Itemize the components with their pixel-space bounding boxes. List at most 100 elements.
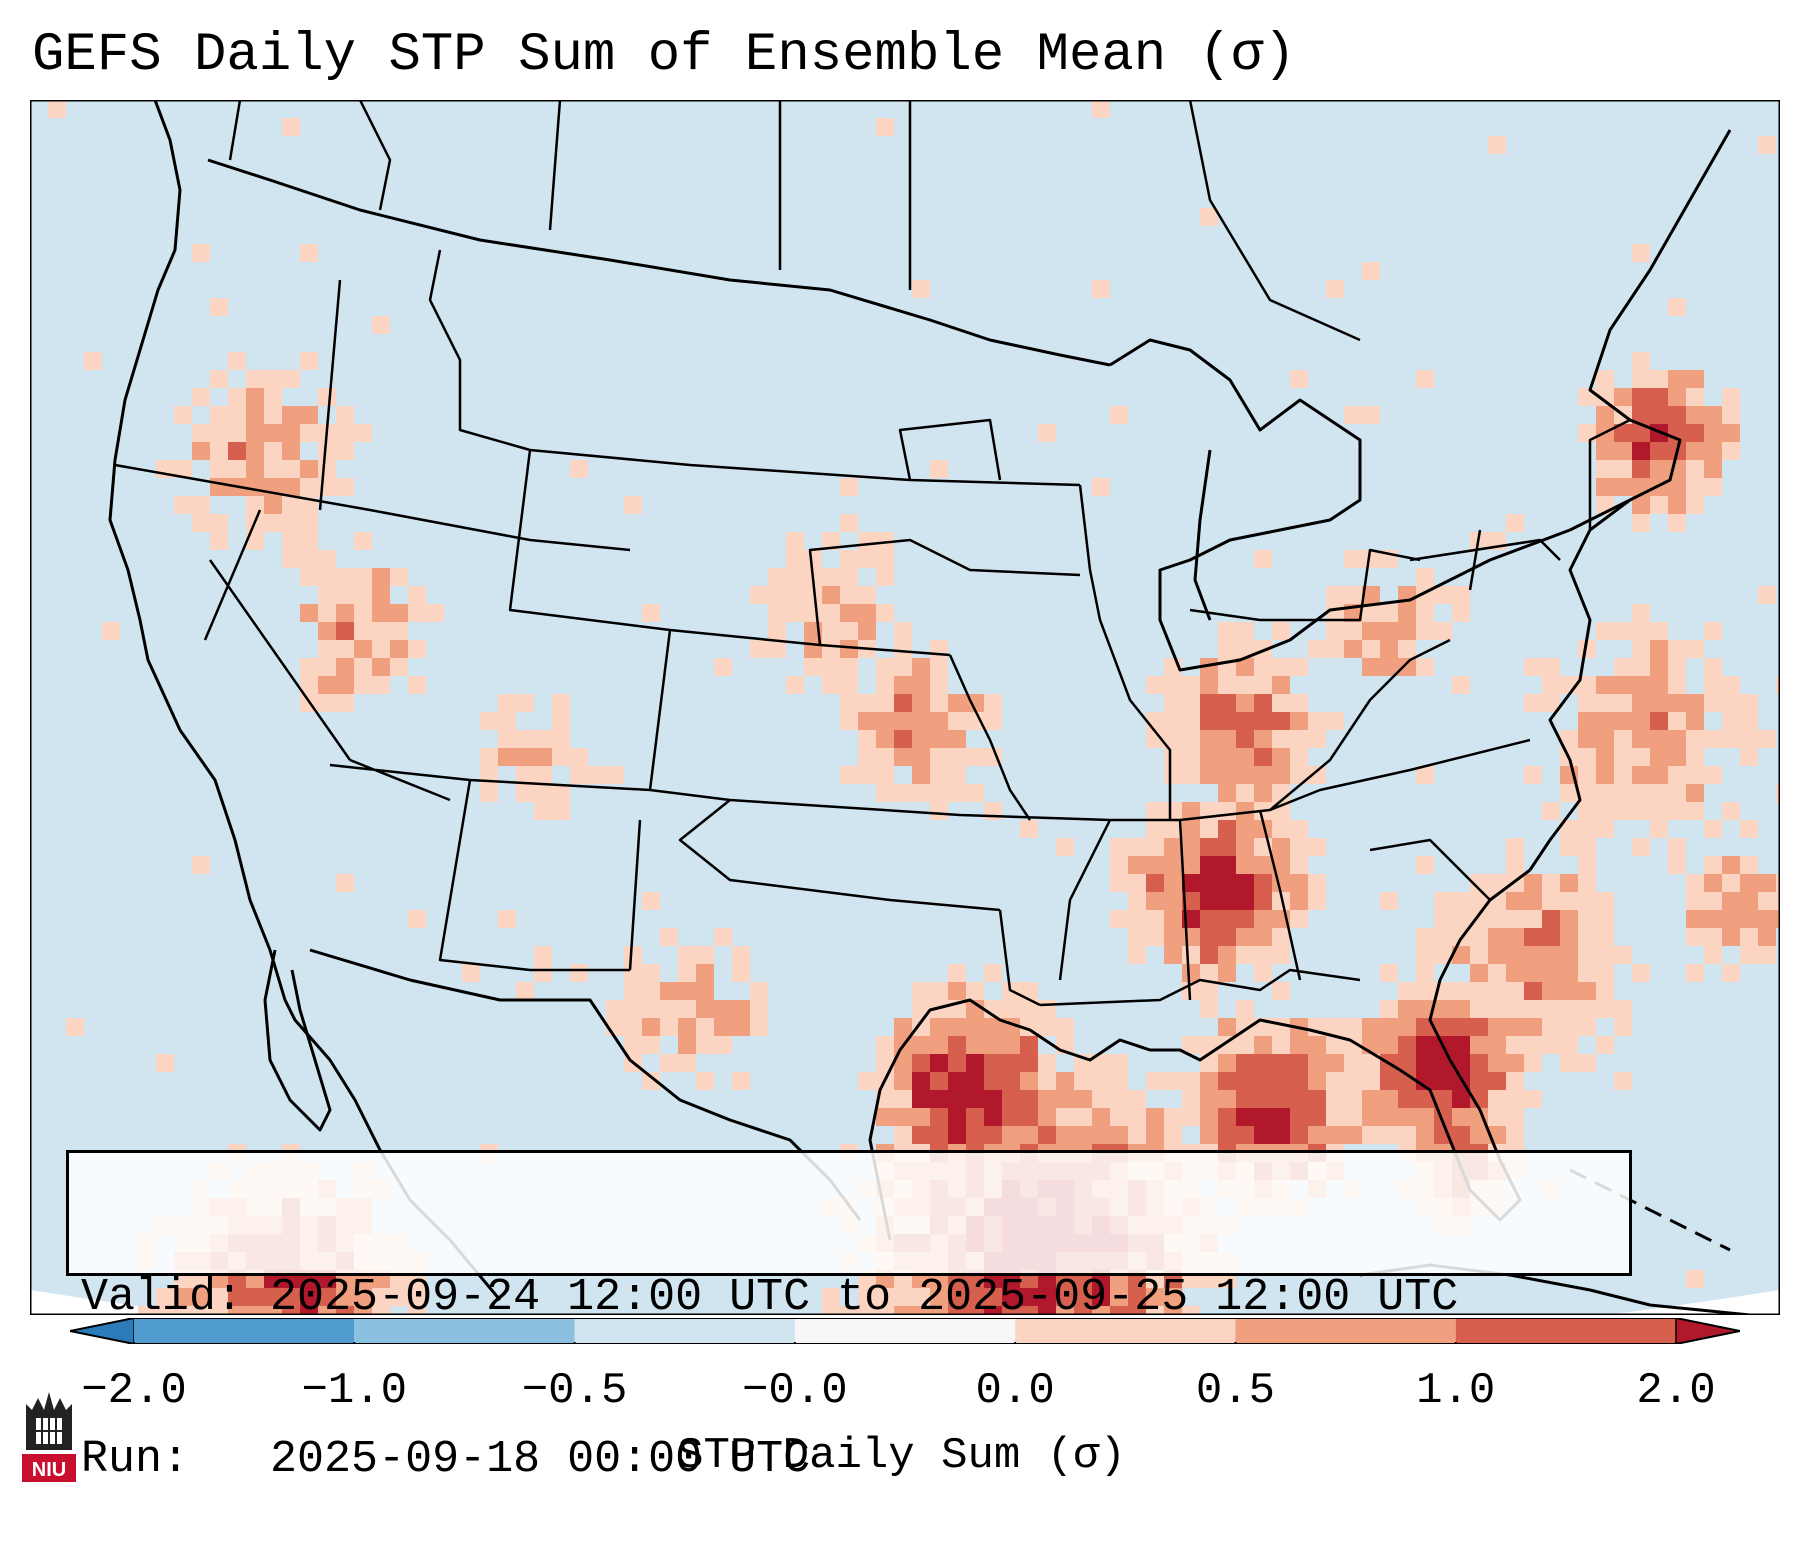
anomaly-cell <box>1254 856 1272 874</box>
anomaly-cell <box>228 424 246 442</box>
anomaly-cell <box>300 532 318 550</box>
anomaly-cell <box>192 244 210 262</box>
anomaly-cell <box>1290 1108 1308 1126</box>
anomaly-cell <box>822 640 840 658</box>
anomaly-cell <box>1272 658 1290 676</box>
anomaly-cell <box>300 424 318 442</box>
anomaly-cell <box>1560 1036 1578 1054</box>
anomaly-cell <box>174 460 192 478</box>
anomaly-cell <box>1182 1108 1200 1126</box>
anomaly-cell <box>1236 928 1254 946</box>
anomaly-cell <box>1578 1054 1596 1072</box>
anomaly-cell <box>1542 982 1560 1000</box>
anomaly-cell <box>1218 910 1236 928</box>
anomaly-cell <box>264 514 282 532</box>
anomaly-cell <box>1596 928 1614 946</box>
anomaly-cell <box>1236 748 1254 766</box>
anomaly-cell <box>1470 1036 1488 1054</box>
anomaly-cell <box>1632 712 1650 730</box>
anomaly-cell <box>1254 1090 1272 1108</box>
anomaly-cell <box>966 1126 984 1144</box>
anomaly-cell <box>1632 748 1650 766</box>
anomaly-cell <box>1596 460 1614 478</box>
anomaly-cell <box>1668 784 1686 802</box>
anomaly-cell <box>1434 622 1452 640</box>
anomaly-cell <box>1740 694 1758 712</box>
anomaly-cell <box>1056 1018 1074 1036</box>
anomaly-cell <box>1146 892 1164 910</box>
anomaly-cell <box>1326 640 1344 658</box>
anomaly-cell <box>1650 676 1668 694</box>
anomaly-cell <box>1236 1054 1254 1072</box>
anomaly-cell <box>318 640 336 658</box>
anomaly-cell <box>1704 694 1722 712</box>
anomaly-cell <box>1506 514 1524 532</box>
anomaly-cell <box>1128 928 1146 946</box>
anomaly-cell <box>1416 1000 1434 1018</box>
anomaly-cell <box>1074 1306 1092 1315</box>
anomaly-cell <box>192 1288 210 1306</box>
anomaly-cell <box>1146 730 1164 748</box>
anomaly-cell <box>354 568 372 586</box>
anomaly-cell <box>1506 1036 1524 1054</box>
anomaly-cell <box>282 550 300 568</box>
anomaly-cell <box>282 406 300 424</box>
anomaly-cell <box>1218 874 1236 892</box>
anomaly-cell <box>1650 712 1668 730</box>
anomaly-cell <box>1452 1018 1470 1036</box>
anomaly-cell <box>732 1018 750 1036</box>
anomaly-cell <box>1686 496 1704 514</box>
anomaly-cell <box>1308 730 1326 748</box>
anomaly-cell <box>1110 1090 1128 1108</box>
anomaly-cell <box>1704 928 1722 946</box>
anomaly-cell <box>624 1018 642 1036</box>
anomaly-cell <box>1506 892 1524 910</box>
anomaly-cell <box>1416 604 1434 622</box>
anomaly-cell <box>912 748 930 766</box>
anomaly-cell <box>1578 712 1596 730</box>
anomaly-cell <box>660 1000 678 1018</box>
anomaly-cell <box>1722 730 1740 748</box>
anomaly-cell <box>498 712 516 730</box>
anomaly-cell <box>696 964 714 982</box>
anomaly-cell <box>1632 802 1650 820</box>
anomaly-cell <box>624 964 642 982</box>
anomaly-cell <box>48 100 66 118</box>
anomaly-cell <box>1578 640 1596 658</box>
anomaly-cell <box>1452 910 1470 928</box>
anomaly-cell <box>1362 1090 1380 1108</box>
anomaly-cell <box>1308 874 1326 892</box>
anomaly-cell <box>1290 766 1308 784</box>
anomaly-cell <box>354 532 372 550</box>
anomaly-cell <box>1290 694 1308 712</box>
anomaly-cell <box>876 658 894 676</box>
anomaly-cell <box>840 550 858 568</box>
anomaly-cell <box>1740 928 1758 946</box>
anomaly-cell <box>1182 892 1200 910</box>
anomaly-cell <box>984 1054 1002 1072</box>
anomaly-cell <box>1434 928 1452 946</box>
anomaly-cell <box>1038 1000 1056 1018</box>
anomaly-cell <box>1704 424 1722 442</box>
anomaly-cell <box>1236 676 1254 694</box>
anomaly-cell <box>1218 856 1236 874</box>
anomaly-cell <box>1542 910 1560 928</box>
anomaly-cell <box>624 982 642 1000</box>
anomaly-cell <box>1056 1288 1074 1306</box>
anomaly-cell <box>552 748 570 766</box>
anomaly-cell <box>624 1036 642 1054</box>
anomaly-cell <box>246 388 264 406</box>
anomaly-cell <box>336 568 354 586</box>
anomaly-cell <box>1686 712 1704 730</box>
anomaly-cell <box>1398 1000 1416 1018</box>
anomaly-cell <box>228 460 246 478</box>
anomaly-cell <box>930 1018 948 1036</box>
anomaly-cell <box>1326 1126 1344 1144</box>
anomaly-cell <box>1506 910 1524 928</box>
anomaly-cell <box>1470 1126 1488 1144</box>
anomaly-cell <box>1704 766 1722 784</box>
anomaly-cell <box>1470 1000 1488 1018</box>
anomaly-cell <box>840 478 858 496</box>
anomaly-cell <box>822 568 840 586</box>
anomaly-cell <box>390 604 408 622</box>
